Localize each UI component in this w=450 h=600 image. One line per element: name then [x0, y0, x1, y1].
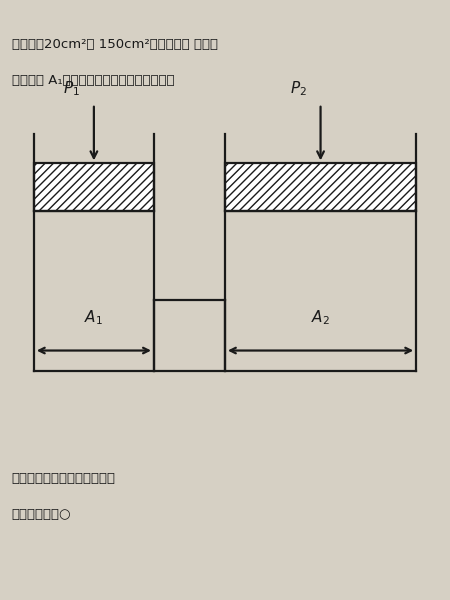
Text: それぞれ20cm²， 150cm²とすると， ピスト: それぞれ20cm²， 150cm²とすると， ピスト — [12, 38, 218, 51]
Bar — [225, 163, 416, 211]
Text: ピストン A₁にいくらの力を作用させれば。: ピストン A₁にいくらの力を作用させれば。 — [12, 74, 174, 86]
Text: ときである。○: ときである。○ — [12, 508, 71, 520]
Bar — [34, 163, 154, 211]
Text: $P_1$: $P_1$ — [63, 79, 80, 98]
Text: $A_2$: $A_2$ — [311, 308, 330, 327]
Text: $A_1$: $A_1$ — [85, 308, 104, 327]
Text: $P_2$: $P_2$ — [290, 79, 307, 98]
Text: ているのは次のうちどれか。: ているのは次のうちどれか。 — [12, 472, 116, 485]
